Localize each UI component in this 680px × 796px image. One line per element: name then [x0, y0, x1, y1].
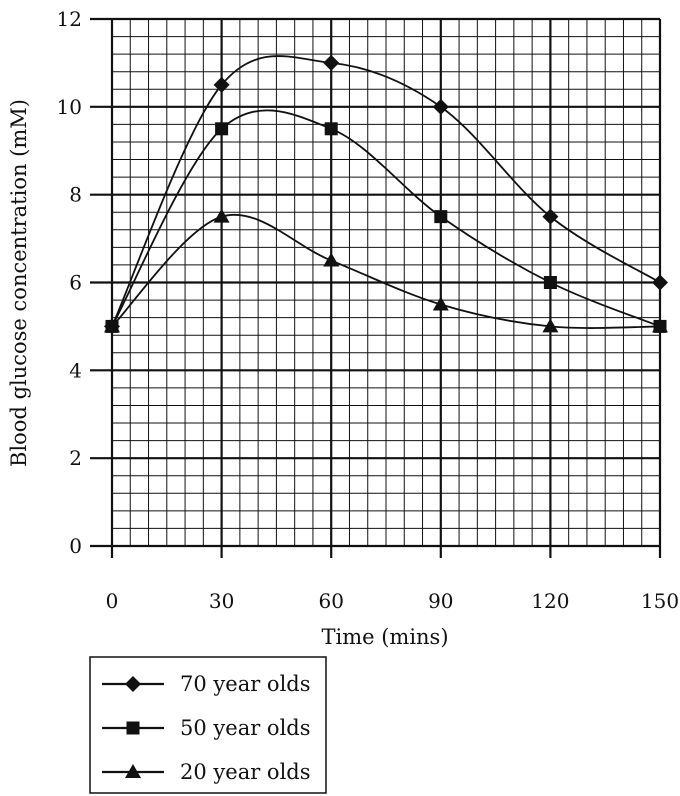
- triangle-marker: [213, 208, 230, 223]
- legend: 70 year olds 50 year olds 20 year olds: [89, 656, 327, 794]
- triangle-marker: [432, 296, 449, 311]
- x-tick-label: 120: [531, 589, 569, 613]
- tick-labels: 0 30 60 90 120 150 0 2 4 6 8 10 12: [57, 7, 680, 613]
- y-tick-label: 0: [69, 534, 82, 558]
- series-layer: [104, 54, 668, 335]
- major-grid: [90, 17, 662, 558]
- y-axis-title: Blood glucose concentration (mM): [7, 99, 31, 467]
- y-tick-label: 6: [69, 271, 82, 295]
- legend-label: 50 year olds: [180, 716, 311, 740]
- square-marker: [434, 210, 448, 224]
- diamond-marker: [213, 76, 230, 93]
- series-line-2: [111, 214, 661, 329]
- square-marker: [543, 276, 557, 289]
- series-line-0: [111, 55, 661, 327]
- x-tick-label: 0: [106, 589, 119, 613]
- y-tick-label: 10: [57, 95, 82, 119]
- diamond-marker: [652, 274, 668, 291]
- legend-square-icon: [126, 721, 140, 735]
- triangle-marker: [542, 318, 559, 333]
- y-tick-label: 2: [69, 446, 82, 470]
- diamond-marker: [432, 98, 449, 115]
- x-tick-label: 90: [428, 589, 453, 613]
- triangle-marker: [104, 318, 120, 333]
- diamond-marker: [323, 54, 340, 71]
- x-axis-title: Time (mins): [321, 625, 448, 649]
- triangle-marker: [652, 318, 668, 333]
- square-marker: [324, 122, 338, 136]
- x-tick-label: 60: [318, 589, 343, 613]
- square-marker: [215, 122, 229, 136]
- legend-label: 20 year olds: [180, 760, 311, 784]
- y-tick-label: 12: [57, 7, 82, 31]
- x-tick-label: 30: [209, 589, 234, 613]
- y-tick-label: 4: [69, 358, 82, 382]
- x-tick-label: 150: [641, 589, 679, 613]
- diamond-marker: [542, 208, 559, 225]
- y-tick-label: 8: [69, 183, 82, 207]
- legend-diamond-icon: [125, 676, 141, 692]
- legend-label: 70 year olds: [180, 672, 311, 696]
- legend-triangle-icon: [125, 764, 141, 778]
- triangle-marker: [323, 252, 340, 267]
